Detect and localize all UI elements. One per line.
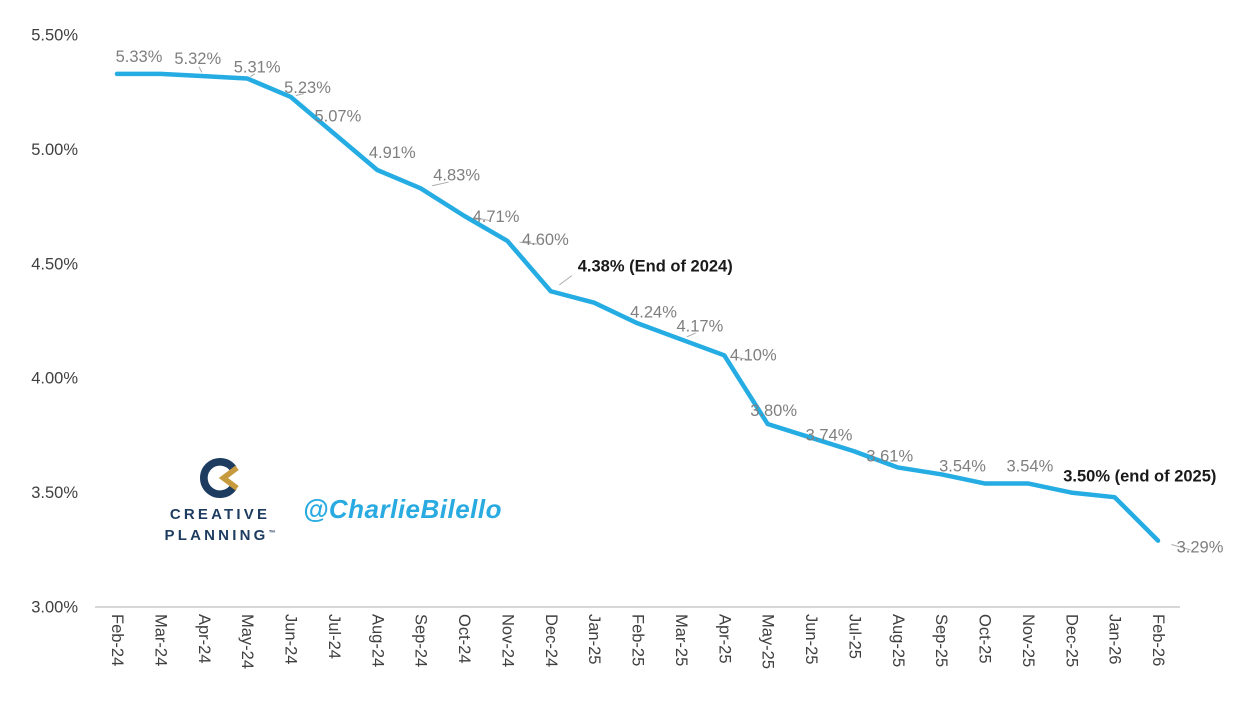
creative-planning-logo: CREATIVE PLANNING™ [150, 455, 290, 545]
x-tick-label: Nov-24 [498, 614, 516, 667]
y-tick-label: 4.00% [31, 370, 78, 388]
y-tick-label: 3.50% [31, 484, 78, 502]
logo-text-creative: CREATIVE [169, 506, 271, 523]
creative-planning-logo-icon [200, 458, 239, 498]
y-tick-label: 3.00% [31, 599, 78, 617]
x-tick-label: Aug-24 [368, 614, 386, 667]
data-point-label: 5.31% [234, 58, 281, 76]
x-tick-label: Jun-24 [282, 614, 300, 664]
data-point-label: 5.32% [174, 50, 221, 68]
data-point-label: 5.33% [116, 48, 163, 66]
charlie-bilello-handle: @CharlieBilello [303, 494, 503, 524]
x-tick-label: Feb-25 [629, 614, 647, 666]
x-tick-label: Feb-26 [1149, 614, 1167, 666]
data-point-label: 4.71% [473, 208, 520, 226]
label-leader-line [198, 66, 203, 73]
data-point-label: 4.60% [522, 231, 569, 249]
x-tick-label: Sep-25 [932, 614, 950, 667]
label-leader-line [733, 356, 747, 360]
data-point-label: 5.07% [314, 107, 361, 125]
x-tick-label: Apr-24 [195, 614, 213, 664]
x-tick-label: May-25 [759, 614, 777, 669]
annotation-label: 3.50% (end of 2025) [1063, 468, 1216, 486]
x-tick-label: Nov-25 [1019, 614, 1037, 667]
x-tick-label: Aug-25 [889, 614, 907, 667]
data-point-label: 3.54% [1006, 457, 1053, 475]
logo-c-ring [200, 458, 237, 498]
data-point-label: 3.61% [866, 447, 913, 465]
data-point-label: 3.54% [939, 457, 986, 475]
logo-gold-chevron-icon [218, 465, 239, 491]
data-point-label: 3.74% [806, 427, 853, 445]
data-point-label: 4.17% [676, 317, 723, 335]
x-tick-label: Jun-25 [802, 614, 820, 664]
y-tick-label: 5.50% [31, 27, 78, 45]
data-point-label: 5.23% [284, 79, 331, 97]
label-leader-line [1171, 544, 1191, 551]
logo-trademark-symbol: ™ [268, 530, 276, 537]
x-tick-label: Jan-25 [585, 614, 603, 664]
label-leader-line [250, 73, 256, 77]
data-point-label: 3.80% [750, 402, 797, 420]
x-tick-label: Jul-24 [325, 614, 343, 659]
label-leader-line [295, 93, 304, 96]
label-leader-line [432, 181, 449, 187]
logo-text-planning: PLANNING™ [165, 524, 276, 545]
x-tick-label: Apr-25 [715, 614, 733, 664]
x-tick-label: Oct-24 [455, 614, 473, 664]
data-point-label: 4.91% [369, 144, 416, 162]
label-leader-line [686, 332, 696, 338]
label-leader-line [559, 275, 573, 286]
x-tick-label: Dec-25 [1062, 614, 1080, 667]
x-tick-label: Mar-24 [151, 614, 169, 666]
y-tick-label: 4.50% [31, 255, 78, 273]
data-point-label: 3.29% [1177, 539, 1224, 557]
data-point-label: 4.83% [433, 166, 480, 184]
annotation-label: 4.38% (End of 2024) [578, 257, 733, 275]
x-tick-label: Sep-24 [412, 614, 430, 667]
x-tick-label: Mar-25 [672, 614, 690, 666]
x-tick-label: Dec-24 [542, 614, 560, 667]
x-tick-label: Feb-24 [108, 614, 126, 666]
x-tick-label: Oct-25 [976, 614, 994, 664]
data-point-label: 4.24% [630, 303, 677, 321]
series-line [114, 71, 1161, 543]
label-leader-line [519, 241, 538, 245]
logo-text-planning-word: PLANNING [164, 527, 269, 544]
x-tick-label: May-24 [238, 614, 256, 669]
data-point-label: 4.10% [730, 346, 777, 364]
x-tick-label: Jul-25 [845, 614, 863, 659]
x-tick-label: Jan-26 [1106, 614, 1124, 664]
y-tick-label: 5.00% [31, 141, 78, 159]
label-leader-line [474, 217, 490, 221]
